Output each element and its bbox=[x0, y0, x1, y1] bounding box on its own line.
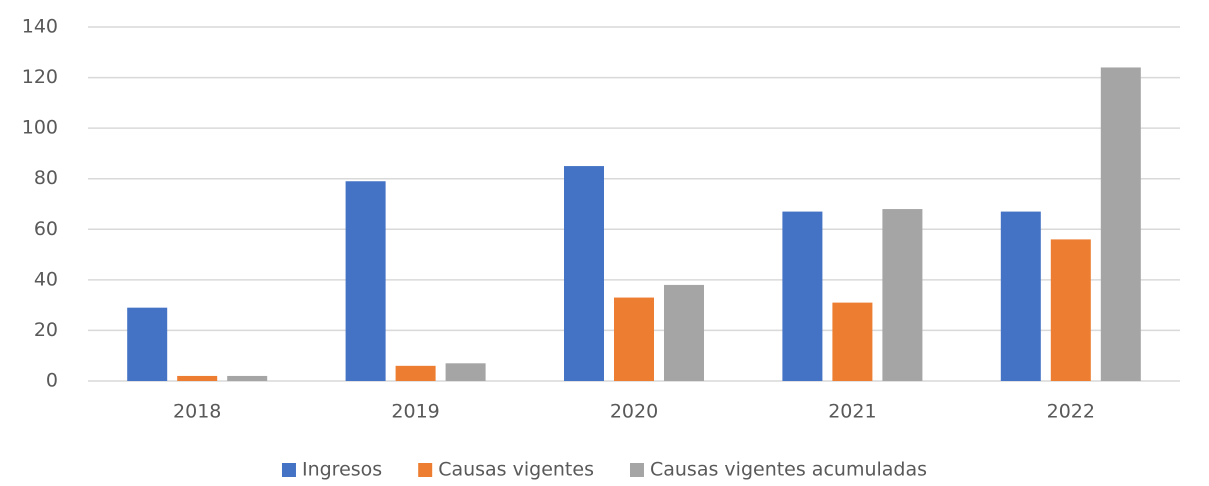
legend-swatch bbox=[281, 463, 296, 477]
bar bbox=[782, 211, 823, 381]
y-tick-label: 40 bbox=[34, 268, 58, 290]
bar bbox=[445, 363, 486, 381]
bar bbox=[395, 365, 436, 381]
bar bbox=[1100, 67, 1141, 381]
bar bbox=[614, 297, 654, 381]
x-tick-label: 2022 bbox=[1047, 401, 1095, 423]
legend-label: Causas vigentes bbox=[438, 459, 594, 481]
bar bbox=[227, 375, 268, 381]
x-tick-label: 2018 bbox=[173, 401, 221, 423]
y-tick-label: 20 bbox=[34, 319, 58, 341]
y-tick-label: 60 bbox=[34, 218, 58, 240]
bar bbox=[1050, 239, 1091, 381]
bar bbox=[882, 209, 923, 381]
y-tick-label: 80 bbox=[34, 167, 58, 189]
legend-swatch bbox=[629, 463, 644, 477]
y-tick-label: 0 bbox=[46, 370, 58, 392]
y-tick-label: 140 bbox=[22, 16, 58, 38]
bar bbox=[177, 375, 218, 381]
legend-label: Causas vigentes acumuladas bbox=[650, 459, 927, 481]
bar bbox=[127, 307, 168, 381]
x-tick-label: 2020 bbox=[610, 401, 658, 423]
bar bbox=[564, 166, 604, 381]
x-tick-label: 2021 bbox=[828, 401, 876, 423]
y-tick-label: 100 bbox=[22, 117, 58, 139]
bar bbox=[832, 302, 873, 381]
bar bbox=[1000, 211, 1041, 381]
y-tick-label: 120 bbox=[22, 66, 58, 88]
legend-swatch bbox=[418, 463, 433, 477]
legend-label: Ingresos bbox=[302, 459, 382, 481]
x-tick-label: 2019 bbox=[391, 401, 439, 423]
bar bbox=[345, 181, 386, 381]
bar bbox=[664, 284, 704, 381]
